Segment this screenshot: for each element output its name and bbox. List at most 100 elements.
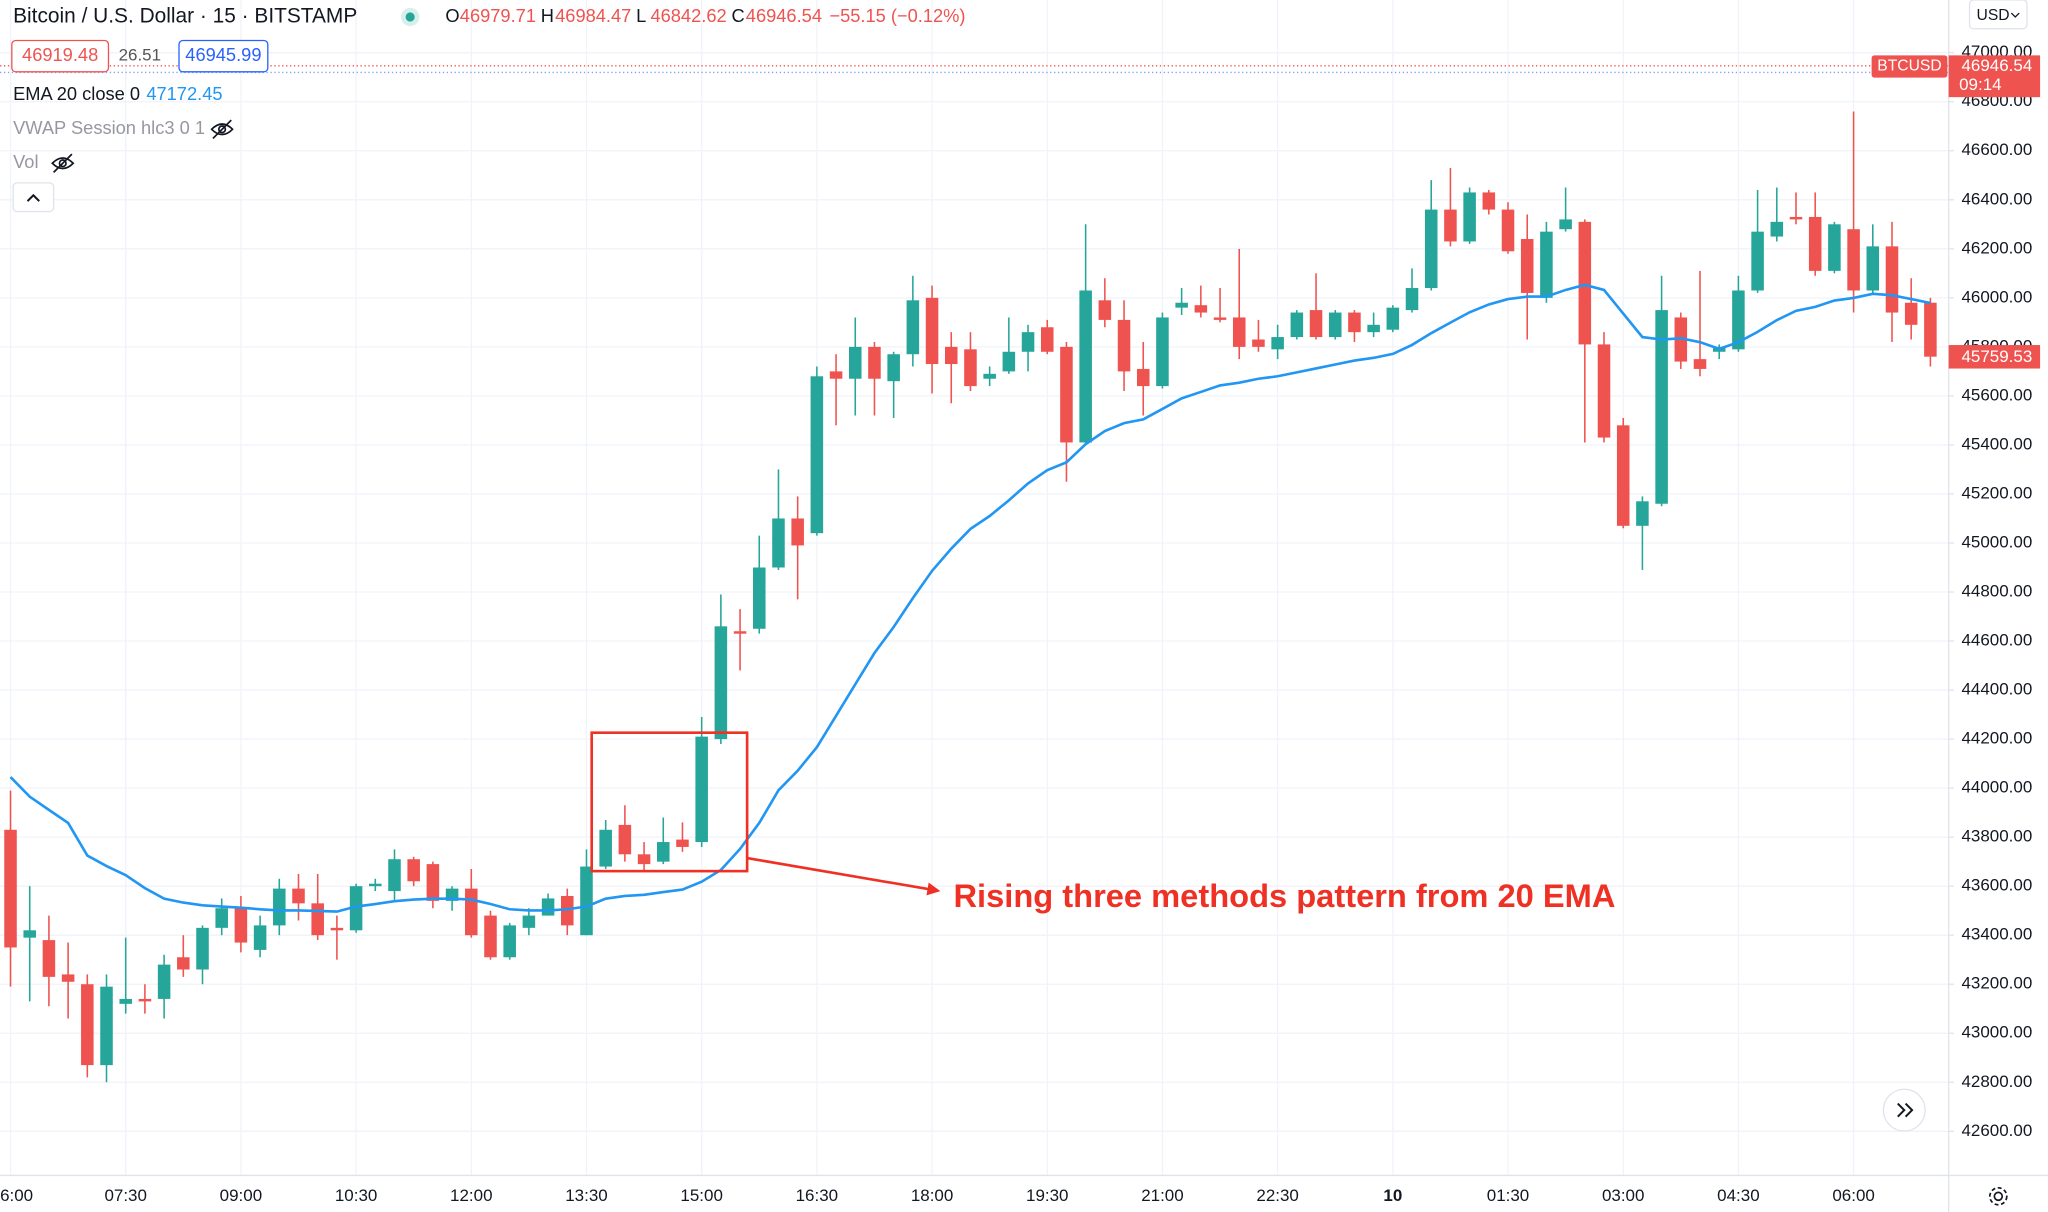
candle-body (752, 567, 766, 629)
candle-body (1616, 425, 1630, 526)
candle-body (215, 908, 228, 928)
x-tick-label: 18:00 (911, 1186, 953, 1205)
collapse-button[interactable] (12, 182, 55, 213)
ohlc-value: 46984.47 (555, 5, 631, 26)
candle-body (1098, 300, 1112, 320)
candle-body (1559, 219, 1572, 230)
x-tick-label: 01:30 (1487, 1186, 1529, 1205)
price-lines (0, 65, 1949, 74)
ema-legend[interactable]: EMA 20 close 0 (13, 83, 140, 104)
ohlc-key: C (731, 5, 744, 26)
currency-label: USD (1977, 7, 2010, 24)
x-tick-label: 09:00 (220, 1186, 262, 1205)
candle-body (1271, 337, 1284, 350)
candle-body (273, 888, 286, 926)
ohlc-legend: O 46979.71 H 46984.47 L 46842.62 C 46946.54 −55.… (445, 5, 965, 26)
x-tick-label: 10:30 (335, 1186, 377, 1205)
ema-value: 47172.45 (146, 83, 222, 104)
candle-body (177, 957, 190, 970)
y-tick-label: 46200.00 (1961, 238, 2032, 257)
y-tick-label: 46600.00 (1961, 140, 2032, 159)
candle-body (1693, 359, 1707, 369)
candle-body (1060, 346, 1073, 443)
currency-button[interactable] (1968, 0, 2028, 30)
y-tick-label: 45600.00 (1961, 385, 2032, 404)
candle-body (465, 888, 478, 936)
candle-body (618, 824, 632, 855)
settings-icon[interactable] (1988, 1186, 2008, 1206)
candle-body (925, 297, 939, 365)
candle-body (1904, 302, 1918, 325)
vol-legend[interactable]: Vol (13, 151, 38, 172)
annotation-text: Rising three methods pattern from 20 EMA (953, 877, 1615, 914)
candle-body (868, 346, 881, 379)
annotation-arrow (746, 856, 941, 896)
time-axis: 6:00 07:30 09:00 10:30 12:00 13:30 15:00 16:30 1… (0, 1186, 1875, 1205)
y-tick-label: 46400.00 (1961, 189, 2032, 208)
hidden-icon[interactable] (210, 119, 234, 140)
ask-box[interactable] (178, 39, 269, 73)
grid (0, 0, 1949, 1176)
candle-body (522, 915, 536, 928)
y-tick-label: 42600.00 (1961, 1121, 2032, 1140)
x-tick-label: 13:30 (565, 1186, 607, 1205)
candle-body (138, 998, 152, 1002)
x-tick-label: 15:00 (680, 1186, 722, 1205)
candle-body (714, 626, 728, 740)
candle-body (253, 925, 267, 950)
candle-body (1828, 224, 1841, 271)
candle-body (100, 986, 113, 1066)
y-tick-label: 46000.00 (1961, 287, 2032, 306)
y-tick-label: 43200.00 (1961, 974, 2032, 993)
y-tick-label: 44600.00 (1961, 631, 2032, 650)
candle-body (1636, 501, 1649, 526)
hidden-icon[interactable] (51, 153, 75, 173)
candle-body (4, 829, 17, 948)
y-tick-label: 43000.00 (1961, 1023, 2032, 1042)
candle-body (349, 886, 363, 931)
candle-body (1405, 288, 1419, 311)
symbol-title: Bitcoin / U.S. Dollar · 15 · BITSTAMP (13, 4, 357, 27)
ema-line (9, 283, 1931, 913)
candle-body (1424, 209, 1438, 289)
candle-body (1328, 312, 1342, 338)
candle-body (119, 998, 132, 1004)
candle-body (426, 864, 440, 901)
double-chevron-icon (1897, 1102, 1914, 1118)
y-tick-label: 44800.00 (1961, 581, 2032, 600)
candle-body (1002, 351, 1016, 372)
x-tick-label: 06:00 (1832, 1186, 1874, 1205)
y-tick-label: 45400.00 (1961, 434, 2032, 453)
candle-body (1866, 246, 1880, 291)
candle-body (1789, 216, 1803, 220)
candle-body (887, 354, 900, 382)
bid-box[interactable] (11, 39, 110, 73)
candle-body (81, 984, 94, 1066)
candle-body (599, 829, 612, 867)
symbol-label: BTCUSD (1877, 58, 1941, 75)
y-tick-label: 45200.00 (1961, 483, 2032, 502)
candle-body (1444, 209, 1457, 242)
ohlc-key: L (636, 5, 646, 26)
candle-body (829, 371, 843, 379)
countdown-label: 09:14 (1959, 75, 2001, 94)
candle-body (772, 518, 785, 568)
candle-body (292, 888, 305, 904)
y-tick-label: 44400.00 (1961, 680, 2032, 699)
candle-body (983, 373, 996, 379)
candle-body (1079, 290, 1092, 443)
candle-body (196, 927, 209, 970)
candle-body (676, 839, 689, 847)
candle-body (637, 854, 651, 865)
candle-body (657, 842, 670, 862)
candle-body (484, 915, 497, 958)
ohlc-key: H (541, 5, 554, 26)
last-price-tag (1948, 55, 2041, 98)
ohlc-value: 46979.71 (460, 5, 536, 26)
vwap-legend[interactable]: VWAP Session hlc3 0 1 (13, 117, 205, 138)
x-tick-label: 16:30 (796, 1186, 838, 1205)
candle-body (42, 940, 56, 977)
candle-body (407, 859, 420, 882)
